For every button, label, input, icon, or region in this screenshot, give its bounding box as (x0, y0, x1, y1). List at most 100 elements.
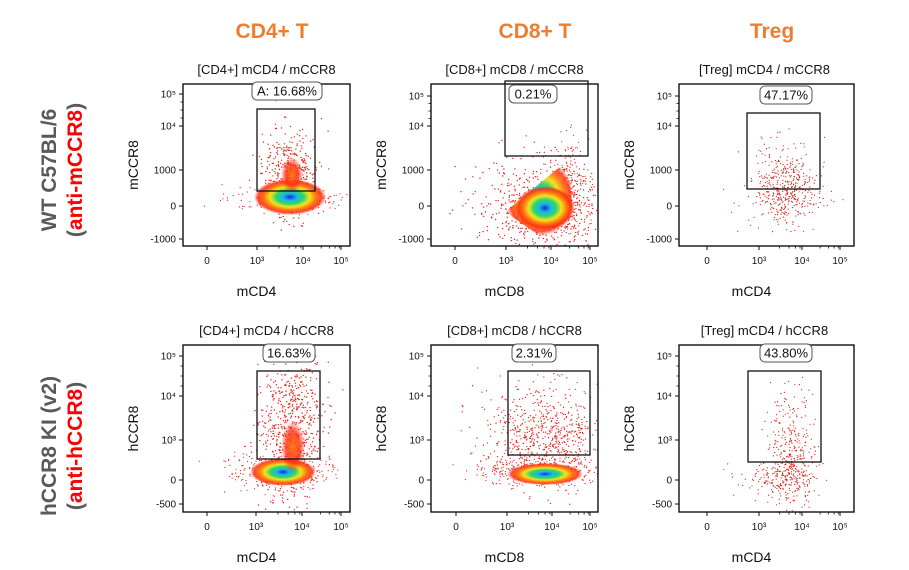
event-dot (568, 438, 570, 440)
event-dot (274, 168, 276, 170)
event-dot (796, 479, 798, 481)
event-dot (761, 214, 763, 216)
event-dot (543, 151, 545, 154)
event-dot (316, 363, 318, 365)
event-dot (502, 204, 504, 206)
event-dot (575, 214, 578, 217)
event-dot (289, 402, 291, 404)
event-dot (532, 433, 535, 436)
event-dot (788, 483, 790, 486)
event-dot (540, 412, 543, 414)
event-dot (532, 177, 534, 179)
event-dot (333, 194, 335, 197)
event-dot (274, 156, 277, 158)
event-dot (611, 206, 612, 207)
event-dot (531, 433, 533, 435)
event-dot (267, 488, 269, 491)
event-dot (780, 462, 782, 464)
event-dot (778, 194, 781, 196)
event-dot (328, 455, 330, 457)
event-dot (784, 458, 786, 460)
event-dot (778, 203, 781, 205)
event-dot (302, 415, 304, 418)
column-header-cd8: CD8+ T (499, 20, 572, 43)
event-dot (277, 427, 280, 429)
event-dot (304, 161, 306, 163)
event-dot (777, 223, 779, 225)
event-dot (501, 183, 503, 185)
event-dot (762, 162, 764, 164)
event-dot (782, 462, 784, 464)
event-dot (481, 406, 483, 409)
event-dot (517, 448, 519, 451)
event-dot (580, 184, 582, 186)
event-dot (789, 446, 791, 449)
event-dot (515, 462, 517, 464)
event-dot (532, 173, 534, 175)
event-dot (604, 183, 605, 184)
event-dot (588, 199, 590, 202)
event-dot (804, 200, 806, 202)
event-dot (272, 499, 274, 501)
event-dot (283, 143, 286, 145)
event-dot (311, 479, 313, 481)
event-dot (546, 170, 548, 172)
event-dot (786, 214, 788, 216)
event-dot (541, 428, 543, 430)
event-dot (788, 128, 790, 130)
event-dot (302, 176, 305, 179)
event-dot (600, 463, 601, 464)
event-dot (536, 433, 538, 435)
plot-frame (430, 344, 599, 513)
event-dot (618, 231, 619, 232)
event-dot (515, 445, 517, 447)
event-dot (311, 433, 314, 435)
event-dot (254, 189, 256, 191)
event-dot (791, 433, 793, 435)
event-dot (574, 194, 576, 196)
event-dot (554, 422, 556, 424)
y-axis-label: mCCR8 (373, 140, 389, 190)
event-dot (554, 164, 556, 166)
event-dot (570, 406, 572, 409)
event-dot (542, 457, 544, 459)
event-dot (766, 411, 769, 413)
event-dot (509, 418, 511, 420)
event-dot (763, 468, 765, 470)
event-dot (516, 485, 518, 487)
event-dot (794, 449, 796, 452)
event-dot (325, 461, 327, 463)
event-dot (503, 475, 505, 477)
event-dot (284, 419, 287, 422)
x-axis-label: mCD4 (237, 283, 277, 299)
event-dot (327, 130, 329, 132)
event-dot (747, 195, 750, 198)
y-tick-label: -500 (404, 500, 424, 511)
event-dot (810, 438, 813, 440)
event-dot (805, 441, 807, 443)
event-dot (552, 456, 554, 458)
event-dot (790, 458, 793, 460)
event-dot (587, 243, 589, 246)
event-dot (537, 404, 540, 406)
event-dot (723, 468, 725, 470)
event-dot (733, 494, 735, 496)
event-dot (576, 180, 578, 182)
event-dot (797, 199, 799, 201)
event-dot (794, 229, 796, 231)
event-dot (543, 461, 545, 463)
event-dot (494, 188, 496, 190)
event-dot (560, 131, 562, 133)
event-dot (772, 192, 775, 194)
event-dot (303, 385, 305, 387)
event-dot (774, 186, 776, 189)
plot-title: [CD4+] mCD4 / mCCR8 (197, 62, 335, 77)
event-dot (782, 179, 784, 181)
event-dot (305, 154, 307, 157)
event-dot (809, 202, 811, 205)
event-dot (571, 418, 573, 421)
event-dot (557, 443, 560, 445)
event-dot (570, 181, 572, 183)
event-dot (790, 164, 792, 166)
event-dot (512, 199, 514, 202)
